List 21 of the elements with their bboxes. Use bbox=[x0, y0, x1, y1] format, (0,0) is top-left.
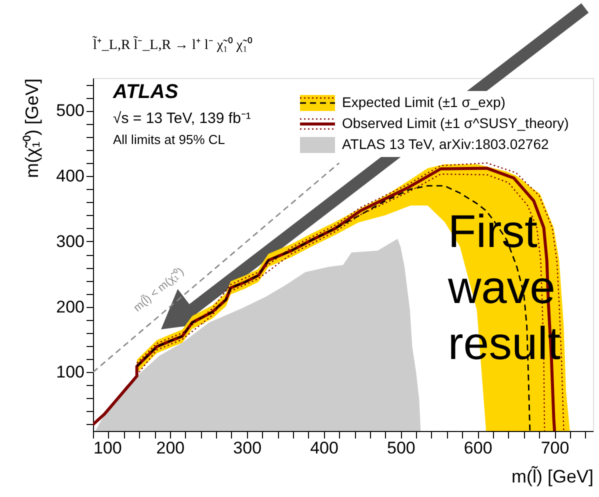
y-tick-label: 100 bbox=[56, 362, 84, 382]
x-tick-label: 400 bbox=[310, 438, 338, 458]
x-axis-title: m(l̃) [GeV] bbox=[511, 466, 594, 486]
y-tick-label: 400 bbox=[56, 166, 84, 186]
x-tick-label: 700 bbox=[540, 438, 570, 458]
x-tick-label: 500 bbox=[387, 438, 416, 458]
annotation: √s = 13 TeV, 139 fb⁻¹ bbox=[113, 110, 251, 127]
legend-label: Expected Limit (±1 σ_exp) bbox=[342, 94, 506, 110]
y-tick-label: 200 bbox=[56, 297, 84, 316]
x-tick-label: 100 bbox=[94, 438, 122, 458]
x-tick-label: 200 bbox=[156, 438, 185, 458]
x-tick-label: 300 bbox=[233, 438, 262, 458]
x-tick-label: 600 bbox=[464, 438, 492, 458]
y-axis-title: m(χ̃₁⁰) [GeV] bbox=[22, 78, 42, 178]
y-tick-label: 500 bbox=[56, 101, 84, 120]
legend-label: Observed Limit (±1 σ^SUSY_theory) bbox=[342, 115, 569, 131]
y-tick-label: 300 bbox=[56, 232, 84, 251]
chart-title: l̃⁺_L,R l̃⁻_L,R → l⁺ l⁻ χ̃₁⁰ χ̃₁⁰ bbox=[92, 36, 253, 53]
annotation: All limits at 95% CL bbox=[113, 132, 225, 147]
annotation: ATLAS bbox=[112, 81, 179, 103]
legend-label: ATLAS 13 TeV, arXiv:1803.02762 bbox=[342, 136, 549, 152]
